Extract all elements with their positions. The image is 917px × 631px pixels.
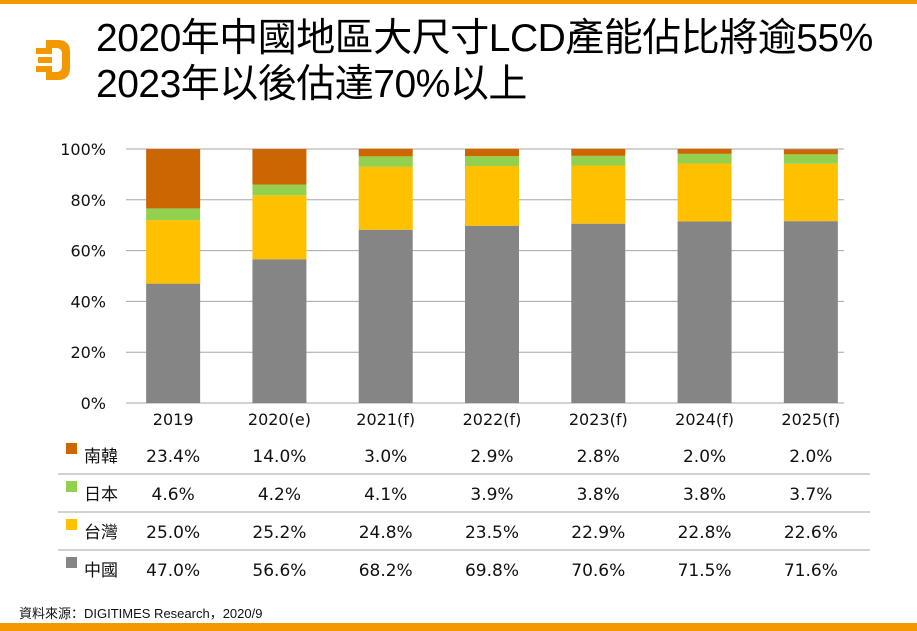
bar-segment — [571, 165, 626, 224]
bar-segment — [677, 221, 732, 403]
legend-swatch-icon — [66, 519, 77, 530]
bar-segment — [146, 283, 201, 403]
bar-segment — [146, 208, 201, 221]
bar-segment — [252, 259, 307, 403]
x-tick-label: 2021(f) — [356, 410, 415, 429]
data-label: 4.1% — [364, 485, 407, 505]
y-tick-label: 40% — [70, 292, 106, 311]
digitimes-logo-icon — [36, 40, 70, 80]
data-label: 3.7% — [789, 485, 832, 505]
title-line-1: 2020年中國地區大尺寸LCD產能佔比將逾55% — [96, 17, 873, 60]
data-label: 22.9% — [571, 523, 625, 543]
bar-segment — [465, 148, 519, 157]
top-accent-bar — [0, 0, 917, 4]
data-label: 25.2% — [252, 523, 306, 543]
x-tick-label: 2023(f) — [569, 410, 628, 429]
legend-swatch-icon — [66, 481, 77, 492]
title-line-2: 2023年以後估達70%以上 — [96, 63, 527, 106]
bar-segment — [677, 148, 732, 154]
data-label: 23.5% — [465, 523, 519, 543]
x-tick-label: 2020(e) — [248, 410, 311, 429]
y-tick-label: 100% — [60, 140, 106, 159]
bar-segment — [146, 220, 201, 284]
bar-segment — [252, 195, 307, 260]
bar-segment — [677, 153, 732, 164]
legend-swatch-icon — [66, 557, 77, 568]
y-tick-label: 60% — [70, 242, 106, 261]
bar-segment — [465, 156, 519, 167]
table-row: 中國 47.0% 56.6% 68.2% 69.8% 70.6% 71.5% 71.6% — [66, 557, 838, 581]
data-label: 70.6% — [571, 561, 625, 581]
legend-label: 日本 — [84, 485, 118, 505]
data-label: 24.8% — [359, 523, 413, 543]
x-tick-label: 2024(f) — [675, 410, 734, 429]
data-label: 3.0% — [364, 447, 407, 467]
bar-segment — [146, 149, 201, 209]
data-label: 71.5% — [678, 561, 732, 581]
source-note: 資料來源：DIGITIMES Research，2020/9 — [19, 606, 263, 621]
bottom-accent-bar — [0, 623, 917, 631]
data-label: 2.0% — [789, 447, 832, 467]
data-label: 2.0% — [683, 447, 726, 467]
bar-segment — [358, 166, 413, 230]
bar-segment — [571, 148, 626, 156]
bar-segment — [465, 166, 519, 226]
bar-segment — [571, 223, 626, 403]
legend-swatch-icon — [66, 443, 77, 454]
table-row: 台灣 25.0% 25.2% 24.8% 23.5% 22.9% 22.8% 22.6% — [66, 519, 838, 543]
data-label: 3.9% — [470, 485, 513, 505]
stacked-bar-chart: 0% 20% 40% 60% 80% 100% 2019 2020(e) 2021(f) 202… — [58, 140, 870, 581]
legend-label: 台灣 — [84, 523, 118, 543]
data-label: 22.8% — [678, 523, 732, 543]
y-tick-label: 0% — [81, 394, 106, 413]
bars — [146, 148, 838, 403]
data-label: 71.6% — [784, 561, 838, 581]
bar-segment — [358, 229, 413, 403]
table-row: 南韓 23.4% 14.0% 3.0% 2.9% 2.8% 2.0% 2.0% — [66, 443, 832, 467]
bar-segment — [571, 155, 626, 166]
data-label: 3.8% — [683, 485, 726, 505]
bar-segment — [783, 221, 838, 403]
legend-label: 南韓 — [84, 447, 118, 467]
data-table: 南韓 23.4% 14.0% 3.0% 2.9% 2.8% 2.0% 2.0% 日本 4.6% 4.… — [58, 443, 870, 581]
x-tick-label: 2025(f) — [781, 410, 840, 429]
x-tick-label: 2022(f) — [463, 410, 522, 429]
y-axis-ticks: 0% 20% 40% 60% 80% 100% — [60, 140, 106, 413]
data-label: 25.0% — [146, 523, 200, 543]
bar-segment — [252, 149, 307, 185]
y-tick-label: 20% — [70, 343, 106, 362]
data-label: 2.9% — [470, 447, 513, 467]
bar-segment — [783, 154, 838, 164]
bar-segment — [783, 163, 838, 222]
x-axis-ticks: 2019 2020(e) 2021(f) 2022(f) 2023(f) 2024(f) 2… — [153, 410, 840, 429]
bar-segment — [783, 149, 838, 155]
data-label: 22.6% — [784, 523, 838, 543]
legend-label: 中國 — [84, 561, 118, 581]
data-label: 2.8% — [577, 447, 620, 467]
y-tick-label: 80% — [70, 191, 106, 210]
bar-segment — [465, 225, 519, 403]
data-label: 4.6% — [152, 485, 195, 505]
data-label: 68.2% — [359, 561, 413, 581]
data-label: 56.6% — [252, 561, 306, 581]
bar-segment — [252, 184, 307, 196]
bar-segment — [358, 148, 413, 157]
data-label: 14.0% — [252, 447, 306, 467]
data-label: 69.8% — [465, 561, 519, 581]
data-label: 23.4% — [146, 447, 200, 467]
table-row: 日本 4.6% 4.2% 4.1% 3.9% 3.8% 3.8% 3.7% — [66, 481, 832, 505]
bar-segment — [358, 156, 413, 167]
bar-segment — [677, 163, 732, 222]
data-label: 4.2% — [258, 485, 301, 505]
data-label: 47.0% — [146, 561, 200, 581]
x-tick-label: 2019 — [153, 410, 194, 429]
page-title: 2020年中國地區大尺寸LCD產能佔比將逾55% 2023年以後估達70%以上 — [96, 16, 873, 108]
data-label: 3.8% — [577, 485, 620, 505]
